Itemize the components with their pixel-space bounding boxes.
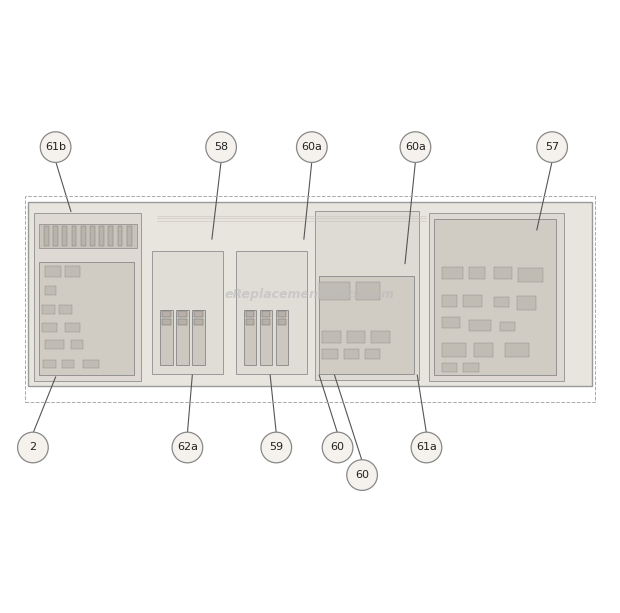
Bar	[518, 268, 543, 282]
Circle shape	[347, 460, 378, 490]
Bar	[429, 213, 564, 381]
Bar	[347, 331, 365, 343]
Bar	[176, 310, 188, 365]
Text: 59: 59	[269, 443, 283, 452]
Bar	[315, 211, 419, 380]
Bar	[59, 305, 72, 314]
Bar	[260, 310, 272, 365]
Bar	[278, 319, 286, 325]
Bar	[442, 317, 460, 328]
Bar	[45, 266, 61, 277]
Circle shape	[261, 432, 291, 463]
Text: 61b: 61b	[45, 142, 66, 152]
Bar	[71, 340, 83, 349]
Bar	[178, 319, 187, 325]
Bar	[90, 226, 95, 246]
Bar	[108, 226, 113, 246]
Text: 60: 60	[330, 443, 345, 452]
Bar	[262, 319, 270, 325]
Bar	[356, 282, 381, 300]
Text: 57: 57	[545, 142, 559, 152]
Text: 2: 2	[29, 443, 37, 452]
Bar	[278, 311, 286, 317]
Bar	[39, 224, 137, 248]
Bar	[246, 319, 254, 325]
Bar	[319, 276, 414, 374]
Circle shape	[411, 432, 442, 463]
Bar	[81, 226, 86, 246]
Text: 62a: 62a	[177, 443, 198, 452]
Bar	[63, 226, 67, 246]
Bar	[194, 311, 203, 317]
Bar	[442, 343, 466, 357]
Bar	[517, 296, 536, 310]
Bar	[494, 297, 509, 306]
Bar	[39, 262, 134, 375]
Bar	[442, 295, 457, 306]
Bar	[192, 310, 205, 365]
Circle shape	[537, 132, 567, 162]
Bar	[469, 267, 485, 279]
Bar	[442, 363, 457, 372]
Bar	[322, 349, 337, 359]
Bar	[319, 282, 350, 300]
Bar	[442, 267, 463, 279]
Bar	[194, 319, 203, 325]
Text: 60a: 60a	[301, 142, 322, 152]
Bar	[153, 251, 223, 374]
Bar	[99, 226, 104, 246]
Bar	[500, 322, 515, 331]
Bar	[83, 360, 99, 368]
Bar	[178, 311, 187, 317]
Circle shape	[17, 432, 48, 463]
Bar	[371, 331, 390, 343]
Bar	[65, 266, 80, 277]
Bar	[53, 226, 58, 246]
Circle shape	[400, 132, 431, 162]
Bar	[262, 311, 270, 317]
Bar	[463, 295, 482, 306]
Circle shape	[172, 432, 203, 463]
Bar	[236, 251, 307, 374]
Bar	[322, 331, 340, 343]
Bar	[62, 360, 74, 368]
Bar	[162, 319, 171, 325]
Bar	[162, 311, 171, 317]
Text: eReplacementParts.com: eReplacementParts.com	[225, 287, 395, 301]
Bar	[161, 310, 173, 365]
Bar	[463, 363, 479, 372]
Bar	[244, 310, 256, 365]
Text: 60: 60	[355, 470, 369, 480]
Circle shape	[296, 132, 327, 162]
Circle shape	[322, 432, 353, 463]
Text: 61a: 61a	[416, 443, 437, 452]
Bar	[494, 267, 512, 279]
Bar	[343, 349, 359, 359]
Bar	[65, 323, 80, 332]
Bar	[42, 323, 58, 332]
Bar	[43, 360, 56, 368]
Circle shape	[206, 132, 236, 162]
Bar	[45, 340, 64, 349]
Text: 58: 58	[214, 142, 228, 152]
Bar	[34, 213, 141, 381]
Bar	[42, 305, 55, 314]
Text: 60a: 60a	[405, 142, 426, 152]
Bar	[71, 226, 76, 246]
Bar	[505, 343, 529, 357]
Bar	[365, 349, 381, 359]
Circle shape	[40, 132, 71, 162]
Bar	[474, 343, 493, 357]
Bar	[246, 311, 254, 317]
Bar	[118, 226, 122, 246]
Bar	[45, 286, 56, 295]
Bar	[25, 196, 595, 402]
Bar	[469, 320, 491, 331]
Bar	[44, 226, 49, 246]
Bar	[28, 202, 592, 386]
Bar	[276, 310, 288, 365]
Bar	[126, 226, 131, 246]
Bar	[434, 219, 556, 375]
